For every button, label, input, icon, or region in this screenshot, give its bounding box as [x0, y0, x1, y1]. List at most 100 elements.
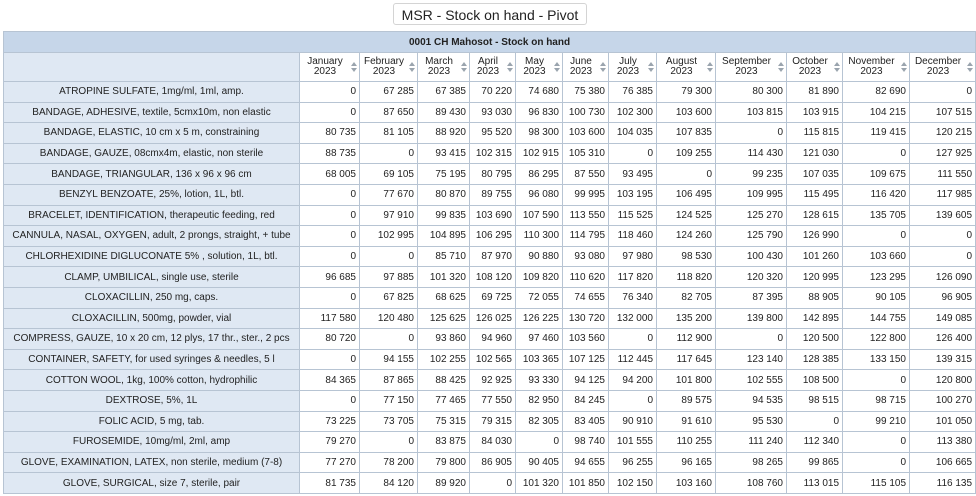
table-cell-value: 103 815 [715, 101, 787, 124]
sort-icon[interactable] [648, 62, 654, 72]
sort-icon[interactable] [901, 62, 907, 72]
table-cell-value: 94 655 [562, 451, 609, 474]
table-cell-value: 87 970 [469, 245, 516, 268]
table-cell-value: 79 315 [469, 410, 516, 433]
table-cell-value: 101 260 [786, 245, 843, 268]
table-cell-value: 118 460 [608, 225, 657, 247]
table-row: CLOXACILLIN, 500mg, powder, vial 117 580 1… [3, 307, 976, 330]
table-cell-value: 73 705 [359, 410, 418, 433]
table-cell-value: 0 [656, 163, 716, 185]
sort-icon[interactable] [409, 62, 415, 72]
table-cell-value: 139 800 [715, 307, 787, 330]
table-cell-value: 83 875 [417, 431, 470, 453]
table-cell-value: 98 265 [715, 451, 787, 474]
sort-icon[interactable] [967, 62, 974, 72]
column-header-december[interactable]: December 2023 [908, 52, 976, 82]
column-header-february[interactable]: February 2023 [359, 52, 418, 82]
table-cell-value: 109 820 [515, 266, 563, 288]
table-row: BANDAGE, ADHESIVE, textile, 5cmx10m, non… [3, 101, 976, 124]
column-header-november[interactable]: November 2023 [842, 52, 910, 82]
sort-icon[interactable] [707, 62, 713, 72]
sort-icon[interactable] [507, 62, 513, 72]
table-cell-value: 139 315 [908, 348, 976, 371]
table-cell-value: 0 [299, 225, 360, 247]
table-cell-value: 107 515 [908, 101, 976, 124]
table-cell-value: 123 295 [842, 266, 910, 288]
table-cell-value: 93 495 [608, 163, 657, 185]
table-row: DEXTROSE, 5%, 1L 0 77 150 77 465 77 550 82 95… [3, 389, 976, 412]
table-cell-value: 0 [359, 431, 418, 453]
table-cell-value: 120 500 [786, 328, 843, 350]
column-month: April [477, 56, 498, 67]
sort-icon[interactable] [600, 62, 606, 72]
table-cell-value: 68 625 [417, 286, 470, 309]
table-cell-value: 115 105 [842, 472, 910, 494]
column-month: September [722, 56, 771, 67]
column-header-label: April 2023 [470, 57, 515, 77]
table-cell-value: 124 260 [656, 225, 716, 247]
sort-icon[interactable] [351, 62, 357, 72]
table-cell-value: 0 [299, 101, 360, 124]
table-row: GLOVE, SURGICAL, size 7, sterile, pair 81… [3, 472, 976, 494]
column-month: December [914, 56, 962, 67]
table-cell-value: 120 800 [908, 369, 976, 391]
column-month: May [525, 56, 544, 67]
table-cell-value: 111 240 [715, 431, 787, 453]
table-cell-value: 99 995 [562, 183, 609, 206]
table-cell-value: 77 465 [417, 389, 470, 412]
table-cell-value: 0 [608, 142, 657, 165]
column-header-july[interactable]: July 2023 [608, 52, 657, 82]
table-cell-value: 88 905 [786, 286, 843, 309]
sort-icon[interactable] [778, 62, 784, 72]
column-header-january[interactable]: January 2023 [299, 52, 360, 82]
table-cell-value: 100 730 [562, 101, 609, 124]
column-month: October [792, 56, 828, 67]
table-cell-value: 107 035 [786, 163, 843, 185]
table-cell-value: 82 950 [515, 389, 563, 412]
table-cell-value: 149 085 [908, 307, 976, 330]
column-header-august[interactable]: August 2023 [656, 52, 716, 82]
row-header-item-name: CLOXACILLIN, 500mg, powder, vial [3, 307, 300, 330]
table-cell-value: 101 320 [417, 266, 470, 288]
column-header-october[interactable]: October 2023 [786, 52, 843, 82]
table-cell-value: 69 725 [469, 286, 516, 309]
page-title: MSR - Stock on hand - Pivot table [393, 3, 587, 45]
row-header-item-name: BANDAGE, ELASTIC, 10 cm x 5 m, constrain… [3, 122, 300, 144]
column-header-march[interactable]: March 2023 [417, 52, 470, 82]
table-cell-value: 81 890 [786, 81, 843, 103]
table-cell-value: 0 [299, 204, 360, 227]
row-header-item-name: COMPRESS, GAUZE, 10 x 20 cm, 12 plys, 17… [3, 328, 300, 350]
column-header-may[interactable]: May 2023 [515, 52, 563, 82]
table-cell-value: 103 690 [469, 204, 516, 227]
table-cell-value: 87 550 [562, 163, 609, 185]
column-header-september[interactable]: September 2023 [715, 52, 787, 82]
table-cell-value: 0 [469, 472, 516, 494]
column-header-june[interactable]: June 2023 [562, 52, 609, 82]
table-cell-value: 80 720 [299, 328, 360, 350]
table-cell-value: 102 995 [359, 225, 418, 247]
table-cell-value: 0 [608, 389, 657, 412]
column-header-april[interactable]: April 2023 [469, 52, 516, 82]
table-cell-value: 135 200 [656, 307, 716, 330]
table-cell-value: 115 495 [786, 183, 843, 206]
table-cell-value: 113 380 [908, 431, 976, 453]
sort-icon[interactable] [834, 62, 840, 72]
column-header-label: December 2023 [910, 57, 975, 77]
sort-icon[interactable] [554, 62, 560, 72]
table-cell-value: 110 255 [656, 431, 716, 453]
table-cell-value: 120 480 [359, 307, 418, 330]
table-cell-value: 93 330 [515, 369, 563, 391]
table-cell-value: 101 050 [908, 410, 976, 433]
table-cell-value: 116 420 [842, 183, 910, 206]
column-year: 2023 [372, 66, 396, 77]
table-cell-value: 94 155 [359, 348, 418, 371]
column-header-label: March 2023 [418, 57, 469, 77]
table-cell-value: 109 255 [656, 142, 716, 165]
table-cell-value: 133 150 [842, 348, 910, 371]
table-cell-value: 84 120 [359, 472, 418, 494]
sort-icon[interactable] [461, 62, 467, 72]
table-cell-value: 99 235 [715, 163, 787, 185]
table-row: FOLIC ACID, 5 mg, tab. 73 225 73 705 75 315… [3, 410, 976, 433]
table-cell-value: 75 315 [417, 410, 470, 433]
table-cell-value: 0 [299, 81, 360, 103]
